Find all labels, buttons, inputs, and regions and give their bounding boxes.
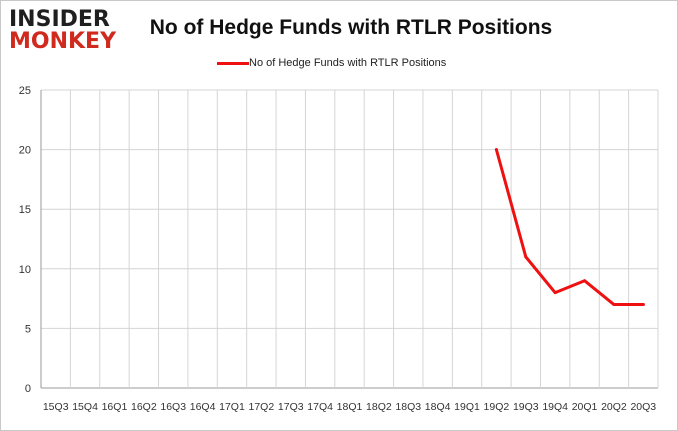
data-point: [553, 291, 557, 295]
y-tick-label: 5: [25, 323, 31, 335]
x-tick-label: 18Q2: [366, 401, 392, 413]
x-tick-label: 18Q3: [395, 401, 421, 413]
data-point: [583, 279, 587, 283]
chart-title: No of Hedge Funds with RTLR Positions: [149, 16, 553, 39]
x-tick-label: 16Q1: [102, 401, 128, 413]
x-tick-label: 19Q3: [513, 401, 539, 413]
x-tick-label: 19Q1: [454, 401, 480, 413]
x-tick-label: 18Q4: [425, 401, 451, 413]
legend-swatch: [217, 61, 249, 65]
x-tick-label: 17Q1: [219, 401, 245, 413]
x-tick-label: 18Q1: [337, 401, 363, 413]
x-tick-label: 19Q2: [484, 401, 510, 413]
legend: No of Hedge Funds with RTLR Positions: [217, 56, 446, 70]
y-tick-label: 20: [19, 145, 31, 157]
x-tick-label: 19Q4: [542, 401, 568, 413]
x-tick-label: 20Q2: [601, 401, 627, 413]
x-tick-label: 15Q4: [72, 401, 98, 413]
data-point: [612, 303, 616, 307]
y-tick-label: 25: [19, 85, 31, 97]
logo-text-top: INSIDER: [9, 7, 110, 32]
x-tick-label: 15Q3: [43, 401, 69, 413]
insider-monkey-logo: INSIDER MONKEY: [9, 9, 129, 59]
x-tick-label: 20Q3: [630, 401, 656, 413]
x-tick-label: 17Q4: [307, 401, 333, 413]
x-tick-label: 16Q4: [190, 401, 216, 413]
legend-label: No of Hedge Funds with RTLR Positions: [249, 57, 447, 69]
y-tick-label: 0: [25, 383, 31, 395]
data-point: [524, 255, 528, 259]
y-tick-label: 10: [19, 264, 31, 276]
series-line: [494, 148, 645, 307]
x-tick-label: 16Q3: [160, 401, 186, 413]
x-tick-label: 17Q2: [249, 401, 275, 413]
data-point: [494, 148, 498, 152]
logo-text-bottom: MONKEY: [9, 29, 117, 54]
x-tick-label: 20Q1: [572, 401, 598, 413]
y-tick-label: 15: [19, 204, 31, 216]
data-point: [641, 303, 645, 307]
x-tick-label: 16Q2: [131, 401, 157, 413]
x-tick-label: 17Q3: [278, 401, 304, 413]
